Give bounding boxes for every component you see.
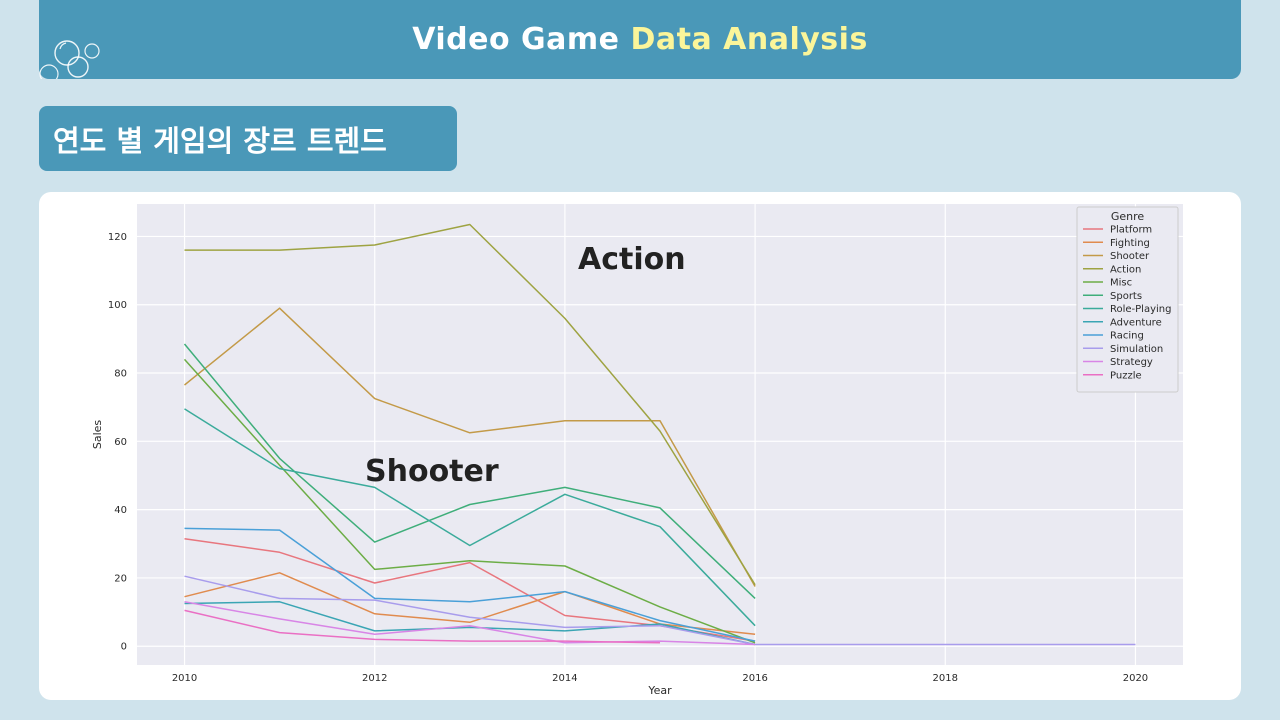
plot-area	[137, 204, 1183, 665]
legend: Genre Platform Fighting Shooter Action Misc Sp…	[1076, 206, 1179, 393]
title-part-highlight: Data Analysis	[630, 22, 868, 57]
legend-item-label: Racing	[1110, 331, 1144, 342]
series-line-puzzle	[184, 609, 661, 644]
y-tick-label: 0	[121, 642, 127, 653]
section-title: 연도 별 게임의 장르 트렌드	[39, 106, 457, 171]
annotation-action: Action	[578, 242, 686, 277]
legend-box	[1076, 206, 1179, 393]
grid-lines	[137, 204, 1183, 665]
series-line-racing	[184, 527, 756, 642]
series-lines	[183, 223, 1136, 646]
series-line-action	[184, 223, 756, 586]
x-tick-label: 2012	[362, 673, 387, 684]
legend-item-label: Fighting	[1110, 238, 1150, 249]
y-tick-label: 120	[108, 232, 127, 243]
legend-item-label: Platform	[1110, 225, 1152, 236]
bubbles-decoration-icon	[39, 40, 100, 79]
axis-ticks: 2010 2012 2014 2016 2018 2020 0 20 40 60 80 100 120	[108, 232, 1148, 684]
legend-item-label: Shooter	[1110, 251, 1150, 262]
y-tick-label: 80	[114, 369, 127, 380]
y-tick-label: 20	[114, 573, 127, 584]
x-axis-label: Year	[647, 684, 672, 697]
series-line-sports	[183, 343, 756, 599]
x-tick-label: 2014	[552, 673, 577, 684]
chart-card: 2010 2012 2014 2016 2018 2020 0 20 40 60 80 100 120 …	[39, 192, 1241, 700]
y-tick-label: 40	[114, 505, 127, 516]
legend-title: Genre	[1111, 210, 1145, 223]
legend-item-label: Sports	[1110, 291, 1142, 302]
legend-item-label: Action	[1110, 264, 1141, 275]
header-banner: Video Game Data Analysis	[39, 0, 1241, 79]
series-line-shooter	[184, 307, 756, 587]
series-line-role-playing	[184, 408, 756, 627]
annotation-shooter: Shooter	[365, 454, 499, 489]
x-tick-label: 2010	[172, 673, 197, 684]
x-tick-label: 2020	[1123, 673, 1148, 684]
series-line-adventure	[184, 601, 756, 646]
series-line-strategy	[184, 601, 756, 646]
y-tick-label: 60	[114, 437, 127, 448]
legend-item-label: Misc	[1110, 278, 1132, 289]
series-line-simulation	[184, 575, 1136, 646]
legend-item-label: Adventure	[1110, 317, 1162, 328]
legend-item-label: Role-Playing	[1110, 304, 1171, 315]
y-axis-label: Sales	[91, 420, 104, 450]
page-title: Video Game Data Analysis	[412, 22, 868, 57]
x-tick-label: 2016	[742, 673, 767, 684]
legend-item-label: Strategy	[1110, 357, 1153, 368]
title-part-main: Video Game	[412, 22, 620, 57]
x-tick-label: 2018	[933, 673, 958, 684]
legend-item-label: Puzzle	[1110, 370, 1142, 381]
line-chart: 2010 2012 2014 2016 2018 2020020406080100120 …	[91, 204, 1183, 697]
legend-item-label: Simulation	[1110, 344, 1163, 355]
series-line-misc	[183, 358, 756, 644]
y-tick-label: 100	[108, 300, 127, 311]
